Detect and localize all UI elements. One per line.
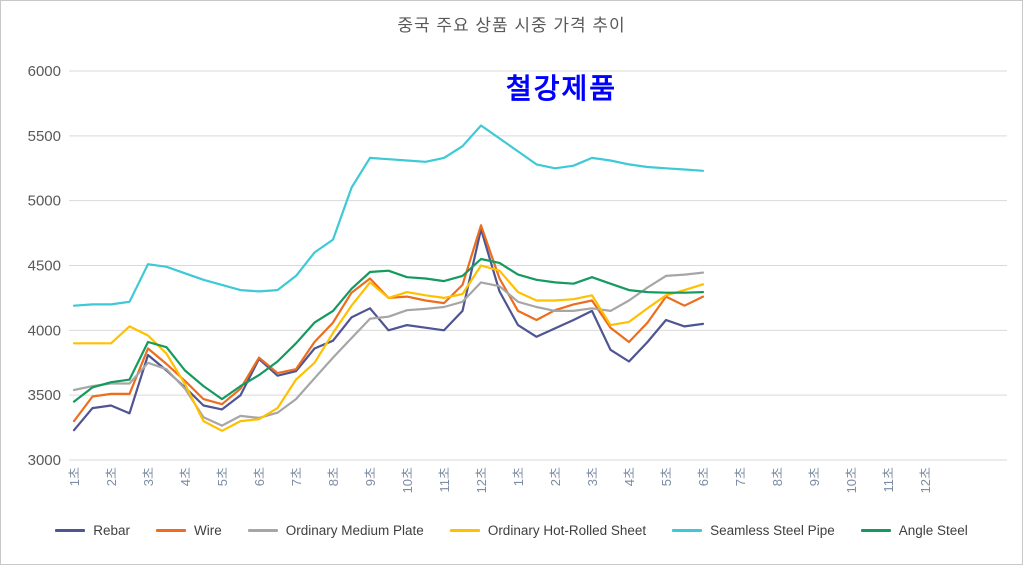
legend-label: Wire bbox=[194, 523, 222, 538]
legend-label: Angle Steel bbox=[898, 523, 968, 538]
legend-item-seamless-steel-pipe: Seamless Steel Pipe bbox=[672, 523, 835, 538]
x-axis-tick-label: 4초 bbox=[622, 467, 637, 486]
x-axis-tick-label: 10초 bbox=[844, 467, 859, 493]
legend-label: Ordinary Medium Plate bbox=[285, 523, 424, 538]
x-axis-tick-label: 11초 bbox=[881, 467, 896, 492]
legend-item-angle-steel: Angle Steel bbox=[860, 523, 968, 538]
legend-line-swatch bbox=[156, 529, 186, 532]
x-axis-tick-label: 8초 bbox=[326, 467, 341, 486]
x-axis-tick-label: 5초 bbox=[215, 467, 230, 486]
series-line-rebar bbox=[72, 228, 705, 432]
y-axis-tick-label: 5000 bbox=[28, 193, 61, 210]
x-axis-tick-label: 7초 bbox=[733, 467, 748, 486]
legend-line-swatch bbox=[247, 529, 278, 532]
legend-label: Ordinary Hot-Rolled Sheet bbox=[487, 523, 647, 538]
legend-line-swatch bbox=[860, 529, 891, 532]
x-axis-tick-label: 11초 bbox=[437, 467, 452, 492]
x-axis-tick-label: 6초 bbox=[252, 467, 267, 486]
x-axis-tick-label: 2초 bbox=[548, 467, 563, 486]
x-axis-tick-label: 7초 bbox=[289, 467, 304, 486]
series-line-ordinary-medium-plate bbox=[72, 271, 705, 427]
x-axis-tick-label: 1초 bbox=[511, 467, 526, 486]
chart-subtitle: 철강제품 bbox=[505, 73, 618, 104]
x-axis-tick-label: 9초 bbox=[363, 467, 378, 486]
x-axis-tick-label: 10초 bbox=[400, 467, 415, 493]
x-axis-tick-label: 2초 bbox=[104, 467, 119, 486]
chart-legend: Rebar Wire Ordinary Medium Plate Ordinary H… bbox=[1, 523, 1022, 538]
y-axis-tick-label: 6000 bbox=[28, 63, 61, 80]
y-axis-tick-label: 4500 bbox=[28, 258, 61, 275]
series-line-angle-steel bbox=[72, 257, 705, 403]
x-axis-tick-label: 4초 bbox=[178, 467, 193, 486]
series-line-ordinary-hot-rolled-sheet bbox=[72, 264, 705, 432]
x-axis-tick-label: 12초 bbox=[918, 467, 933, 493]
y-axis-tick-label: 3000 bbox=[28, 452, 61, 469]
series-line-seamless-steel-pipe bbox=[72, 124, 705, 307]
x-axis-tick-label: 8초 bbox=[770, 467, 785, 486]
legend-item-rebar: Rebar bbox=[55, 523, 130, 538]
chart-title: 중국 주요 상품 시중 가격 추이 bbox=[397, 16, 626, 35]
x-axis-tick-label: 1초 bbox=[67, 467, 82, 486]
y-axis-tick-label: 5500 bbox=[28, 128, 61, 145]
legend-item-ordinary-medium-plate: Ordinary Medium Plate bbox=[247, 523, 424, 538]
x-axis-tick-label: 5초 bbox=[659, 467, 674, 486]
y-axis-tick-label: 4000 bbox=[28, 322, 61, 339]
x-axis-tick-label: 6초 bbox=[696, 467, 711, 486]
legend-label: Rebar bbox=[93, 523, 130, 538]
x-axis-tick-label: 3초 bbox=[141, 467, 156, 486]
legend-line-swatch bbox=[449, 529, 480, 532]
x-axis-tick-label: 12초 bbox=[474, 467, 489, 493]
legend-label: Seamless Steel Pipe bbox=[710, 523, 835, 538]
x-axis-tick-label: 9초 bbox=[807, 467, 822, 486]
legend-line-swatch bbox=[672, 529, 703, 532]
legend-line-swatch bbox=[55, 529, 86, 532]
legend-item-ordinary-hot-rolled-sheet: Ordinary Hot-Rolled Sheet bbox=[449, 523, 647, 538]
legend-item-wire: Wire bbox=[156, 523, 222, 538]
x-axis-tick-label: 3초 bbox=[585, 467, 600, 486]
y-axis-tick-label: 3500 bbox=[28, 387, 61, 404]
